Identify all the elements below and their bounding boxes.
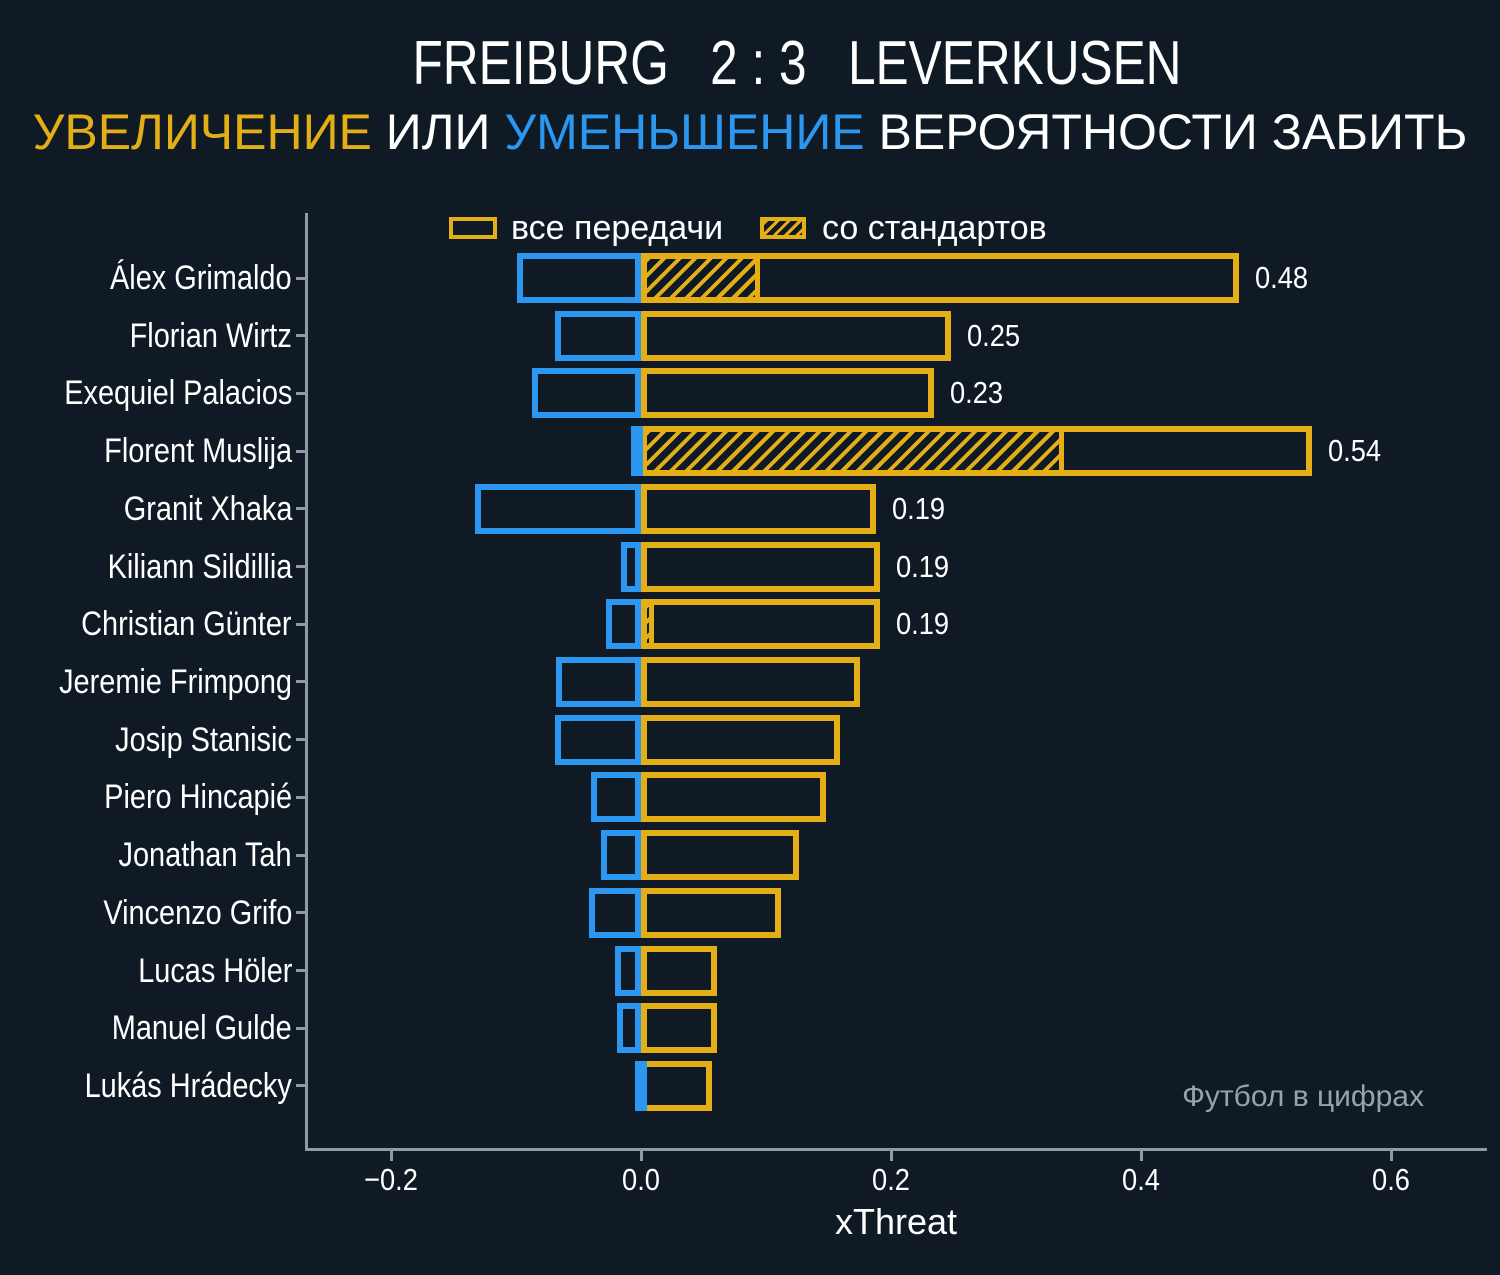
- x-tick: [389, 1151, 393, 1161]
- y-tick: [296, 853, 305, 857]
- y-tick: [296, 565, 305, 569]
- bar-decrease: [631, 426, 643, 477]
- y-tick: [296, 391, 305, 395]
- bar-all-passes: [641, 368, 934, 419]
- player-name: Vincenzo Grifo: [102, 893, 292, 932]
- bar-decrease: [591, 772, 641, 823]
- x-tick-label: −0.2: [364, 1162, 418, 1197]
- bar-decrease: [554, 714, 641, 765]
- bar-decrease: [556, 656, 641, 707]
- bar-set-pieces: [641, 599, 654, 650]
- legend-set-pieces-label: со стандартов: [822, 209, 1047, 247]
- x-tick-label: 0.2: [872, 1162, 910, 1197]
- bar-all-passes: [641, 887, 781, 938]
- page-title: FREIBURG 2 : 3 LEVERKUSEN: [412, 29, 1182, 98]
- x-tick: [1389, 1151, 1393, 1161]
- bar-set-pieces: [641, 253, 760, 303]
- x-axis-title: xThreat: [834, 1201, 958, 1242]
- player-name: Kiliann Sildillia: [107, 547, 292, 586]
- player-name: Lukás Hrádecky: [84, 1066, 292, 1105]
- player-name: Manuel Gulde: [112, 1009, 292, 1048]
- bar-decrease: [588, 887, 641, 938]
- bar-all-passes: [641, 483, 876, 534]
- y-axis-spine: [305, 213, 308, 1151]
- player-name: Lucas Höler: [137, 951, 292, 990]
- player-name: Jeremie Frimpong: [59, 662, 292, 701]
- watermark: Футбол в цифрах: [1182, 1080, 1424, 1113]
- bar-all-passes: [641, 310, 951, 361]
- bar-decrease: [606, 599, 641, 650]
- y-tick: [296, 1084, 305, 1088]
- bar-all-passes: [641, 772, 826, 823]
- y-tick: [296, 507, 305, 511]
- bar-value-label: 0.19: [895, 606, 949, 642]
- bar-all-passes: [641, 830, 799, 881]
- y-tick: [296, 334, 305, 338]
- x-tick-label: 0.0: [622, 1162, 660, 1197]
- x-tick-label: 0.4: [1122, 1162, 1160, 1197]
- subtitle-rest: ВЕРОЯТНОСТИ ЗАБИТЬ: [864, 104, 1468, 160]
- bar-all-passes: [641, 656, 860, 707]
- legend-all-passes-swatch: [449, 217, 497, 239]
- y-tick: [296, 449, 305, 453]
- y-tick: [296, 969, 305, 973]
- bar-value-label: 0.54: [1328, 433, 1382, 469]
- player-name: Josip Stanisic: [115, 720, 292, 759]
- bar-decrease: [532, 368, 641, 419]
- player-name: Florent Muslija: [104, 432, 292, 471]
- player-name: Piero Hincapié: [104, 778, 292, 817]
- y-tick: [296, 680, 305, 684]
- bar-decrease: [554, 310, 641, 361]
- bar-set-pieces: [641, 426, 1064, 477]
- bar-all-passes: [641, 714, 840, 765]
- bar-decrease: [474, 483, 641, 534]
- subtitle-or-word: ИЛИ: [371, 104, 505, 160]
- page-subtitle: УВЕЛИЧЕНИЕ ИЛИ УМЕНЬШЕНИЕ ВЕРОЯТНОСТИ ЗА…: [0, 104, 1500, 160]
- y-tick: [296, 738, 305, 742]
- player-name: Granit Xhaka: [123, 489, 292, 528]
- bar-value-label: 0.19: [892, 490, 946, 526]
- bar-all-passes: [641, 541, 880, 592]
- y-tick: [296, 622, 305, 626]
- y-tick: [296, 795, 305, 799]
- bar-all-passes: [641, 945, 718, 996]
- x-tick: [639, 1151, 643, 1161]
- legend-all-passes-label: все передачи: [511, 209, 724, 247]
- bar-decrease: [601, 830, 641, 881]
- x-tick: [1139, 1151, 1143, 1161]
- bar-value-label: 0.25: [967, 317, 1021, 353]
- player-name: Jonathan Tah: [118, 836, 292, 875]
- bar-value-label: 0.19: [895, 548, 949, 584]
- bar-decrease: [614, 945, 641, 996]
- bar-all-passes: [641, 1003, 718, 1054]
- bar-all-passes: [641, 1060, 713, 1111]
- player-name: Álex Grimaldo: [110, 259, 292, 297]
- player-name: Christian Günter: [81, 605, 292, 644]
- y-tick: [296, 1026, 305, 1030]
- legend-set-pieces-swatch: [760, 217, 806, 239]
- player-name: Florian Wirtz: [129, 316, 292, 355]
- subtitle-increase-word: УВЕЛИЧЕНИЕ: [32, 104, 372, 160]
- bar-value-label: 0.23: [949, 375, 1003, 411]
- y-tick: [296, 276, 305, 280]
- bar-value-label: 0.48: [1254, 260, 1308, 295]
- x-tick: [889, 1151, 893, 1161]
- x-tick-label: 0.6: [1372, 1162, 1410, 1197]
- bar-decrease: [517, 253, 641, 303]
- player-name: Exequiel Palacios: [63, 374, 292, 413]
- x-axis-spine: [305, 1148, 1487, 1151]
- bar-all-passes: [641, 599, 880, 650]
- y-tick: [296, 911, 305, 915]
- subtitle-decrease-word: УМЕНЬШЕНИЕ: [504, 104, 865, 160]
- bar-decrease: [617, 1003, 641, 1054]
- bar-decrease: [621, 541, 641, 592]
- bar-decrease: [634, 1060, 647, 1111]
